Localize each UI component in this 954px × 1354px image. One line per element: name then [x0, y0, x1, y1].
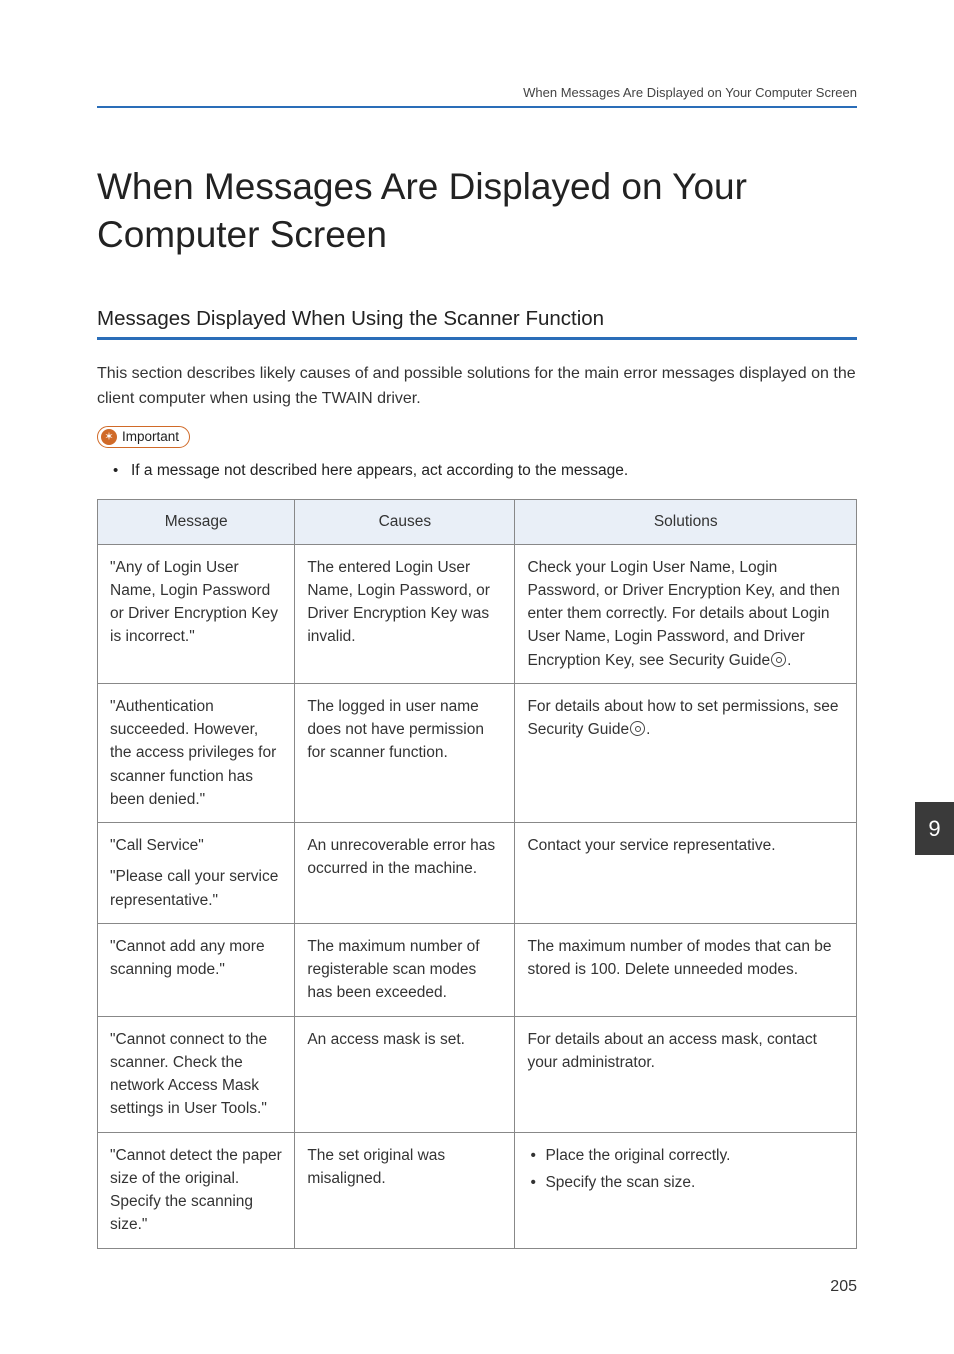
cell-message: "Cannot connect to the scanner. Check th…: [98, 1016, 295, 1132]
table-header-row: Message Causes Solutions: [98, 500, 857, 544]
running-header: When Messages Are Displayed on Your Comp…: [97, 85, 857, 108]
cell-message: "Cannot add any more scanning mode.": [98, 923, 295, 1016]
solution-text-post: .: [646, 721, 650, 738]
cell-cause: The entered Login User Name, Login Passw…: [295, 544, 515, 683]
messages-table: Message Causes Solutions "Any of Login U…: [97, 499, 857, 1248]
cell-solution: Place the original correctly. Specify th…: [515, 1132, 857, 1248]
col-header-solutions: Solutions: [515, 500, 857, 544]
col-header-message: Message: [98, 500, 295, 544]
important-badge: ✶ Important: [97, 426, 190, 448]
cell-message: "Any of Login User Name, Login Password …: [98, 544, 295, 683]
table-row: "Call Service" "Please call your service…: [98, 823, 857, 924]
solution-text: For details about how to set permissions…: [527, 698, 838, 738]
chapter-tab: 9: [915, 802, 954, 855]
page-title: When Messages Are Displayed on Your Comp…: [97, 163, 857, 259]
cell-cause: The maximum number of registerable scan …: [295, 923, 515, 1016]
section-heading: Messages Displayed When Using the Scanne…: [97, 307, 857, 340]
important-label: Important: [122, 429, 179, 444]
table-row: "Cannot detect the paper size of the ori…: [98, 1132, 857, 1248]
solution-text-post: .: [787, 652, 791, 669]
cell-message: "Authentication succeeded. However, the …: [98, 683, 295, 822]
intro-paragraph: This section describes likely causes of …: [97, 362, 857, 412]
cell-message: "Cannot detect the paper size of the ori…: [98, 1132, 295, 1248]
solution-list-item: Specify the scan size.: [545, 1171, 844, 1194]
cell-solution: For details about how to set permissions…: [515, 683, 857, 822]
table-row: "Cannot connect to the scanner. Check th…: [98, 1016, 857, 1132]
solution-text: Check your Login User Name, Login Passwo…: [527, 559, 839, 669]
important-note-list: If a message not described here appears,…: [97, 460, 857, 482]
cd-icon: [630, 721, 645, 736]
solution-list: Place the original correctly. Specify th…: [527, 1144, 844, 1195]
important-note-item: If a message not described here appears,…: [131, 460, 857, 482]
cell-cause: The logged in user name does not have pe…: [295, 683, 515, 822]
message-line: "Call Service": [110, 834, 282, 857]
solution-list-item: Place the original correctly.: [545, 1144, 844, 1167]
table-row: "Authentication succeeded. However, the …: [98, 683, 857, 822]
cell-cause: The set original was misaligned.: [295, 1132, 515, 1248]
cell-solution: The maximum number of modes that can be …: [515, 923, 857, 1016]
cell-solution: For details about an access mask, contac…: [515, 1016, 857, 1132]
cell-message: "Call Service" "Please call your service…: [98, 823, 295, 924]
col-header-causes: Causes: [295, 500, 515, 544]
cd-icon: [771, 652, 786, 667]
cell-solution: Contact your service representative.: [515, 823, 857, 924]
page-number: 205: [830, 1278, 857, 1296]
cell-cause: An unrecoverable error has occurred in t…: [295, 823, 515, 924]
table-row: "Any of Login User Name, Login Password …: [98, 544, 857, 683]
cell-solution: Check your Login User Name, Login Passwo…: [515, 544, 857, 683]
star-icon: ✶: [101, 429, 117, 445]
table-row: "Cannot add any more scanning mode." The…: [98, 923, 857, 1016]
cell-cause: An access mask is set.: [295, 1016, 515, 1132]
message-line: "Please call your service representative…: [110, 865, 282, 912]
